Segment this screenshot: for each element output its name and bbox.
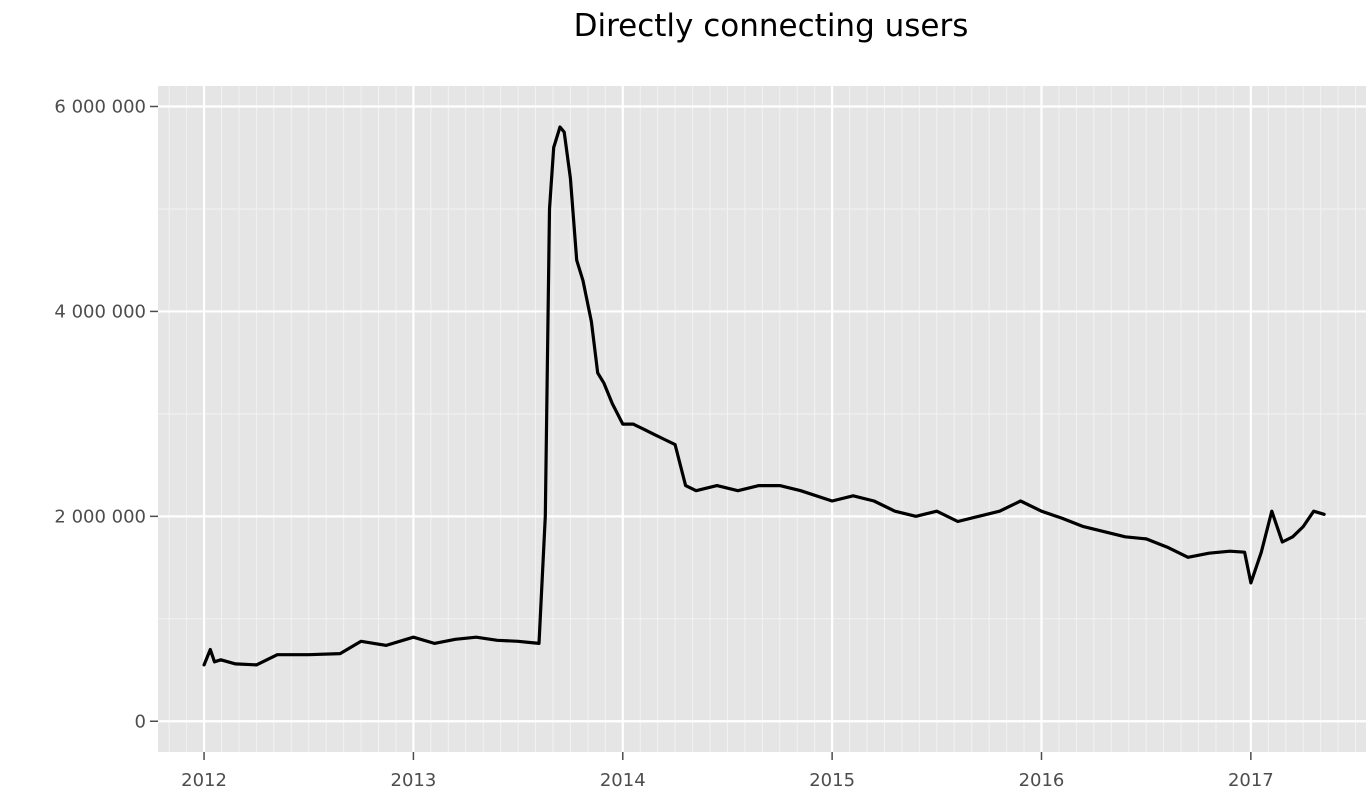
y-tick-label: 4 000 000 <box>54 301 146 322</box>
series-layer <box>202 125 1326 667</box>
x-tick-label: 2015 <box>809 770 855 791</box>
x-tick-label: 2014 <box>600 770 646 791</box>
y-tick-label: 2 000 000 <box>54 506 146 527</box>
series-line <box>202 125 1326 667</box>
x-tick-label: 2012 <box>181 770 227 791</box>
x-tick-label: 2017 <box>1228 770 1274 791</box>
y-tick-label: 6 000 000 <box>54 96 146 117</box>
axes: 0 2 000 000 4 000 000 6 000 000 2012 2013 2014… <box>54 96 1273 791</box>
x-tick-label: 2016 <box>1019 770 1065 791</box>
x-tick-label: 2013 <box>391 770 437 791</box>
chart-title: Directly connecting users <box>574 8 969 44</box>
grid <box>158 86 1366 752</box>
y-tick-label: 0 <box>135 711 146 732</box>
